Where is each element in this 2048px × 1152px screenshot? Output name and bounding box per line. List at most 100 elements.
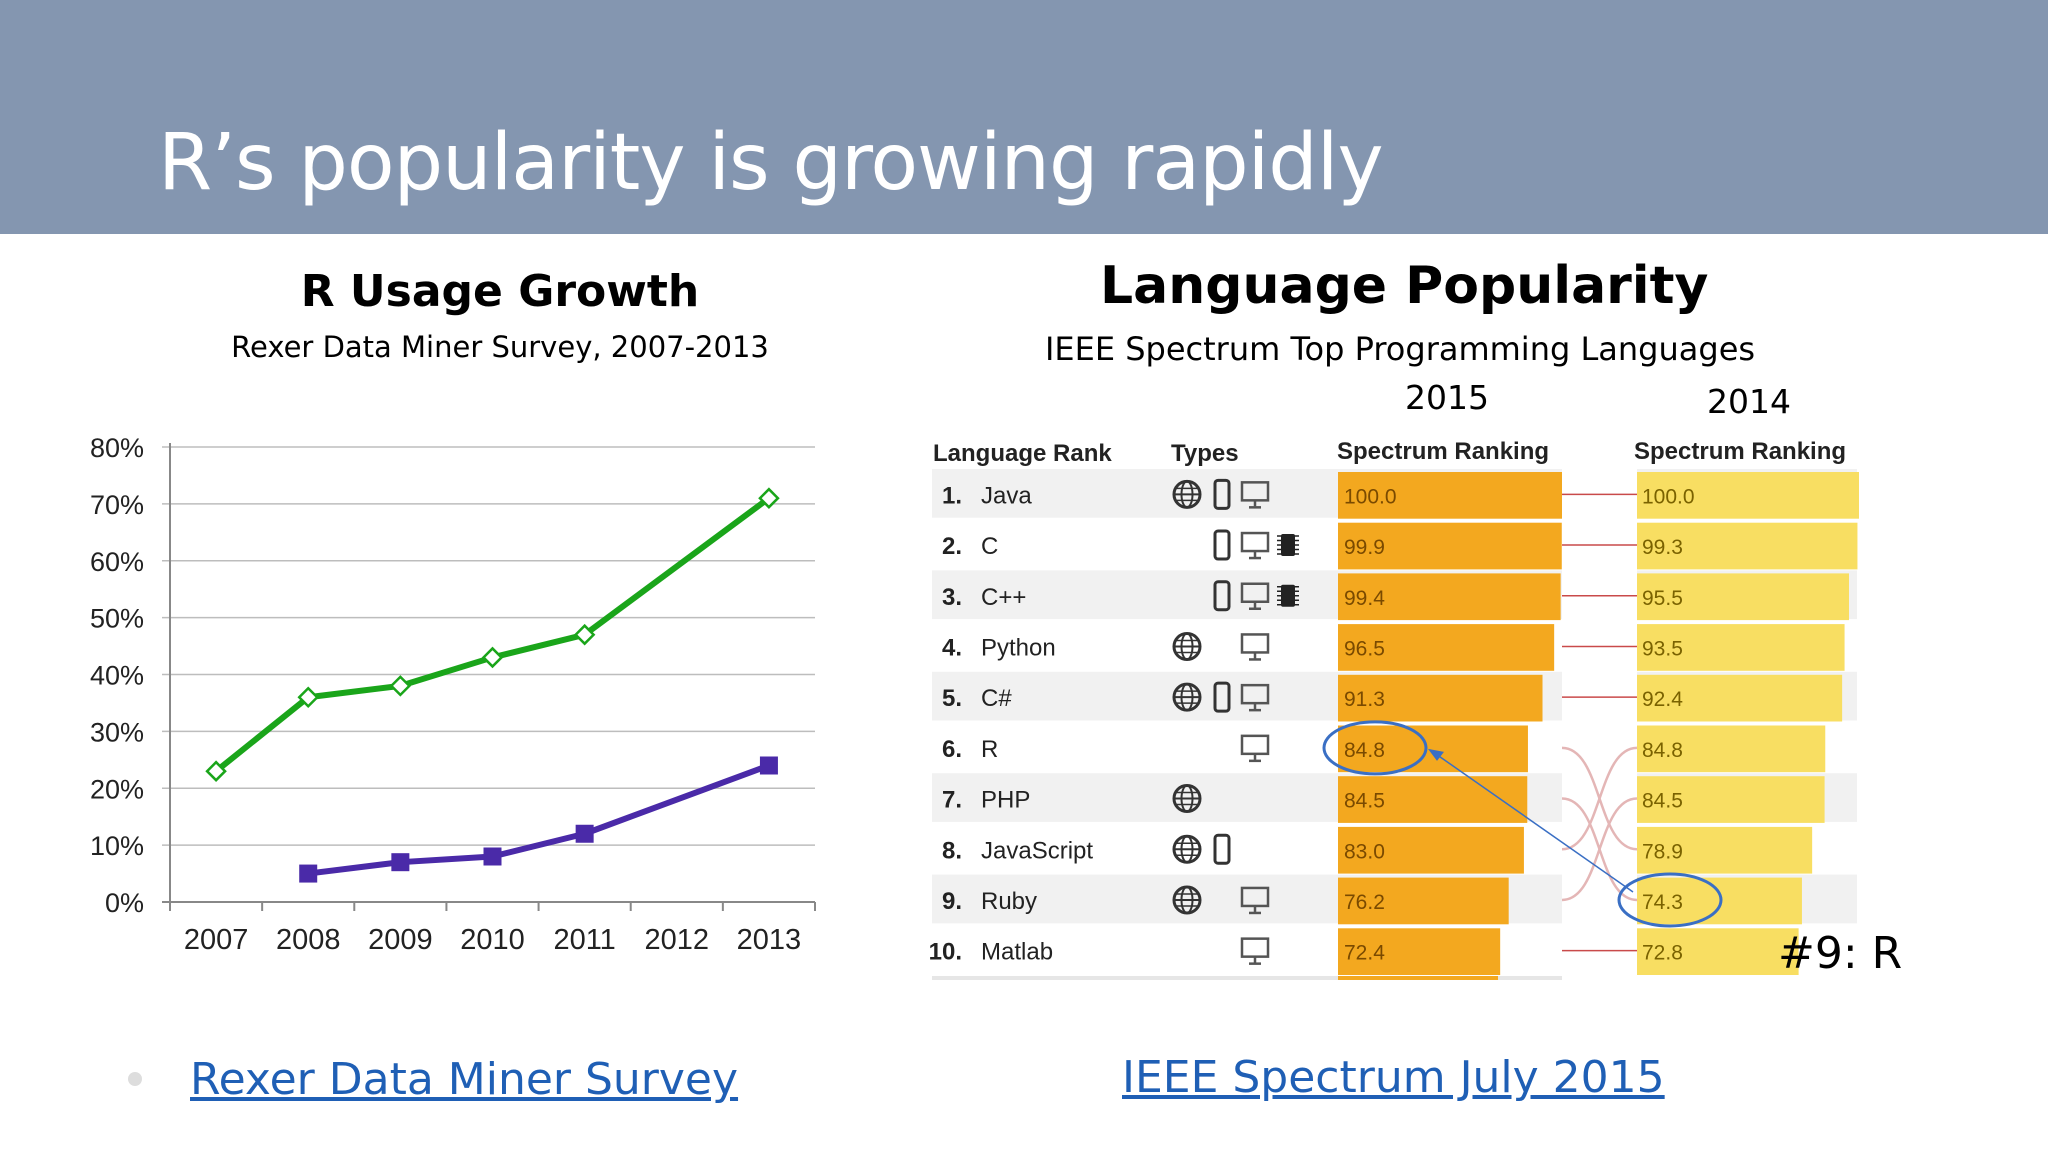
data-point bbox=[389, 675, 412, 697]
rank-note: #9: R bbox=[1778, 928, 1903, 979]
web-icon bbox=[1172, 885, 1202, 915]
data-point bbox=[483, 847, 502, 866]
desktop-icon-part bbox=[1240, 734, 1270, 756]
header-spectrum-ranking-2015: Spectrum Ranking bbox=[1337, 438, 1549, 465]
x-tick-label: 2007 bbox=[184, 924, 249, 956]
y-tick-label: 0% bbox=[105, 888, 144, 918]
desktop-icon bbox=[1240, 683, 1270, 712]
score-2014-label: 99.3 bbox=[1642, 536, 1683, 559]
score-2015-label: 100.0 bbox=[1344, 485, 1397, 508]
highlight-arrow bbox=[1429, 749, 1634, 893]
desktop-icon bbox=[1240, 886, 1270, 915]
data-point bbox=[575, 824, 594, 843]
rank-number: 8. bbox=[942, 837, 962, 864]
score-2015-label: 96.5 bbox=[1344, 637, 1385, 660]
desktop-icon bbox=[1240, 937, 1270, 965]
bar-2015 bbox=[1338, 776, 1528, 823]
header-language-rank: Language Rank bbox=[933, 440, 1112, 467]
score-2014-label: 84.5 bbox=[1642, 790, 1683, 813]
rank-connector bbox=[1561, 797, 1638, 902]
data-point bbox=[758, 487, 780, 509]
score-2014-label: 72.8 bbox=[1642, 942, 1683, 965]
mobile-icon bbox=[1213, 478, 1231, 510]
desktop-icon bbox=[1240, 582, 1270, 610]
rank-number: 1. bbox=[942, 482, 962, 509]
language-name: Ruby bbox=[981, 888, 1037, 915]
rank-number: 10. bbox=[929, 939, 962, 966]
desktop-icon bbox=[1240, 633, 1270, 661]
bar-2015 bbox=[1338, 928, 1501, 975]
embedded-icon bbox=[1277, 584, 1299, 607]
score-2015-label: 84.8 bbox=[1344, 739, 1385, 762]
highlight-circle-2015 bbox=[1322, 720, 1428, 776]
bar-2014 bbox=[1637, 522, 1858, 570]
rexer-survey-link[interactable]: Rexer Data Miner Survey bbox=[190, 1054, 739, 1105]
data-point bbox=[297, 686, 319, 709]
score-2014-label: 74.3 bbox=[1642, 891, 1683, 914]
desktop-icon bbox=[1240, 481, 1270, 509]
rank-number: 6. bbox=[942, 736, 962, 763]
bar-2015 bbox=[1338, 674, 1543, 722]
language-name: PHP bbox=[981, 787, 1030, 814]
web-icon bbox=[1172, 834, 1202, 864]
score-2014-label: 95.5 bbox=[1642, 587, 1683, 610]
desktop-icon-part bbox=[1240, 937, 1270, 958]
bar-2015 bbox=[1338, 877, 1509, 925]
series-line-2 bbox=[307, 762, 770, 877]
score-2015-label: 99.9 bbox=[1344, 536, 1385, 559]
line-chart-title: R Usage Growth bbox=[300, 266, 700, 317]
rank-number: 7. bbox=[942, 787, 962, 814]
bar-2015 bbox=[1338, 725, 1528, 773]
data-point bbox=[759, 756, 778, 775]
rank-number: 4. bbox=[942, 634, 962, 661]
x-tick-label: 2011 bbox=[553, 924, 615, 956]
desktop-icon-part bbox=[1240, 633, 1270, 654]
x-tick-label: 2009 bbox=[368, 924, 433, 956]
bar-2014 bbox=[1637, 573, 1850, 621]
language-name: R bbox=[981, 736, 998, 763]
mobile-icon bbox=[1213, 681, 1231, 713]
score-2015-label: 72.4 bbox=[1344, 942, 1385, 965]
embedded-icon bbox=[1277, 534, 1299, 557]
title-banner bbox=[0, 0, 2048, 234]
data-point bbox=[205, 760, 227, 782]
language-name: C# bbox=[981, 685, 1012, 712]
table-bottom-bar bbox=[1338, 976, 1498, 980]
bar-2014 bbox=[1637, 776, 1825, 823]
bar-2014 bbox=[1637, 725, 1826, 773]
x-tick-label: 2010 bbox=[460, 924, 525, 956]
score-2014-label: 100.0 bbox=[1642, 485, 1695, 508]
bar-2014 bbox=[1637, 826, 1813, 874]
year-2015-label: 2015 bbox=[1405, 378, 1489, 417]
x-tick-label: 2012 bbox=[645, 924, 710, 956]
bar-2015 bbox=[1338, 472, 1562, 519]
score-2015-label: 99.4 bbox=[1344, 587, 1385, 610]
rank-number: 9. bbox=[942, 888, 962, 915]
y-tick-label: 40% bbox=[90, 661, 144, 691]
bar-2014 bbox=[1637, 928, 1799, 975]
rank-connector bbox=[1561, 746, 1638, 851]
header-spectrum-ranking-2014: Spectrum Ranking bbox=[1634, 438, 1846, 465]
bar-2015 bbox=[1338, 826, 1524, 874]
desktop-icon-part bbox=[1240, 531, 1270, 553]
slide-title: R’s popularity is growing rapidly bbox=[158, 118, 1384, 208]
language-name: C++ bbox=[981, 584, 1026, 611]
mobile-icon bbox=[1213, 833, 1231, 865]
data-point bbox=[481, 646, 504, 669]
y-tick-label: 70% bbox=[90, 490, 144, 520]
score-2014-label: 78.9 bbox=[1642, 840, 1683, 863]
language-name: JavaScript bbox=[981, 837, 1093, 864]
y-tick-label: 50% bbox=[90, 604, 144, 634]
header-types: Types bbox=[1171, 440, 1239, 467]
x-tick-label: 2008 bbox=[276, 924, 341, 956]
y-tick-label: 80% bbox=[90, 433, 144, 463]
y-tick-label: 10% bbox=[90, 831, 144, 861]
score-2014-label: 92.4 bbox=[1642, 688, 1683, 711]
rank-number: 2. bbox=[942, 533, 962, 560]
web-icon bbox=[1172, 784, 1202, 814]
language-name: Matlab bbox=[981, 939, 1053, 966]
score-2015-label: 76.2 bbox=[1344, 891, 1385, 914]
ieee-spectrum-link[interactable]: IEEE Spectrum July 2015 bbox=[1122, 1052, 1665, 1103]
y-tick-label: 30% bbox=[90, 717, 144, 747]
